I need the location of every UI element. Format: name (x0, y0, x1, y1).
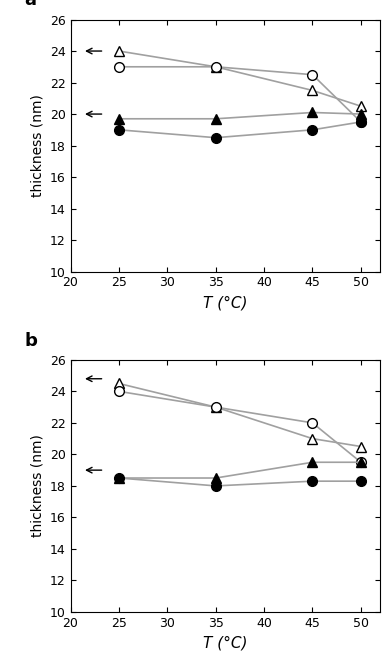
X-axis label: T (°C): T (°C) (203, 295, 248, 310)
Y-axis label: thickness (nm): thickness (nm) (30, 434, 44, 537)
X-axis label: T (°C): T (°C) (203, 635, 248, 650)
Text: b: b (24, 332, 37, 350)
Text: a: a (24, 0, 36, 10)
Y-axis label: thickness (nm): thickness (nm) (30, 94, 44, 197)
